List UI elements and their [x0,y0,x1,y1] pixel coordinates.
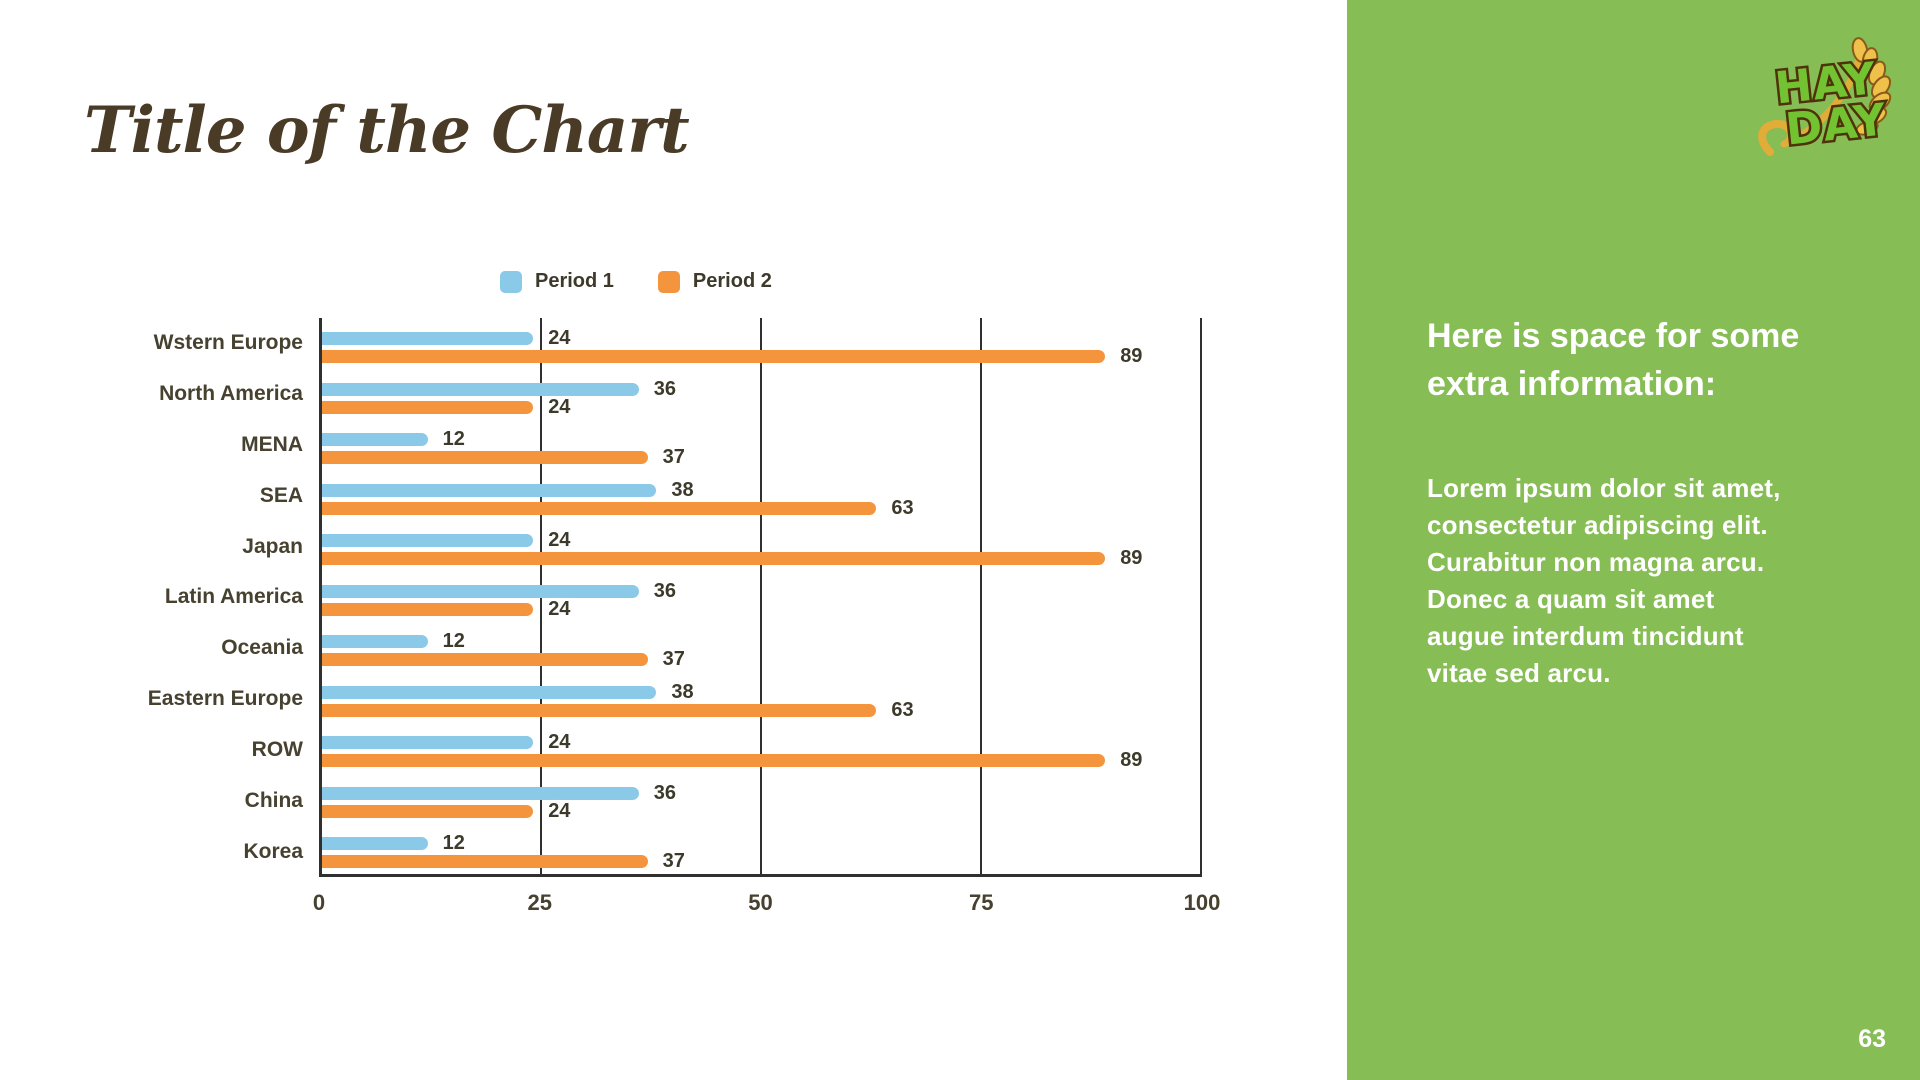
value-label: 89 [1120,345,1143,367]
value-label: 24 [548,529,571,552]
value-label: 12 [442,428,465,451]
bar-period-2 [322,703,877,717]
chart-row: 24 89 [322,318,1202,369]
bar-period-2 [322,855,648,869]
chart-row: 24 89 [322,520,1202,571]
bar-period-2 [322,653,648,667]
legend-item: Period 1 [500,270,614,293]
category-label: China [244,788,303,812]
chart-row: 36 24 [322,773,1202,824]
value-label: 24 [548,395,571,418]
bar-period-2 [322,350,1106,363]
legend-label: Period 1 [535,270,614,292]
value-label: 24 [548,327,571,349]
bar-period-1 [322,332,534,345]
bar-period-2 [322,451,648,465]
category-label: Japan [242,534,303,558]
bar-period-1 [322,534,534,548]
value-label: 36 [653,781,677,804]
category-label: North America [159,382,303,406]
value-label: 37 [662,648,685,671]
sidebar-heading: Here is space for some extra information… [1427,317,1800,403]
category-label: Latin America [164,585,303,609]
bar-period-1 [322,837,428,851]
x-tick-label: 25 [527,890,552,915]
x-tick-label: 75 [969,890,994,915]
x-tick-label: 100 [1183,890,1221,915]
bar-period-1 [322,483,657,497]
bar-period-1 [322,584,639,598]
bar-chart: Period 1 Period 2 Wstern Europe North Amer… [100,270,1221,930]
category-label: Wstern Europe [153,331,303,355]
value-label: 38 [671,680,694,703]
page-title: Title of the Chart [84,92,690,168]
bar-period-1 [322,635,428,649]
bar-period-1 [322,736,534,750]
value-label: 89 [1120,547,1143,570]
bar-period-2 [322,400,534,414]
chart-row: 38 63 [322,470,1202,521]
chart-area: Wstern Europe North America MENA SEA Japan La… [100,318,1202,877]
bar-period-2 [322,501,877,515]
plot-area: 24 89 36 24 12 37 38 63 24 89 36 24 12 37 38 63 24 89 36 24… [319,318,1202,877]
bar-period-2 [322,754,1106,768]
value-label: 37 [662,850,685,873]
category-label: ROW [251,737,303,761]
bar-period-1 [322,786,639,800]
logo-line2: DAY [1783,94,1889,155]
chart-row: 12 37 [322,621,1202,672]
sidebar: HAY DAY Here is space for some extra inf… [1347,0,1920,1080]
chart-row: 36 24 [322,369,1202,420]
chart-row: 12 37 [322,419,1202,470]
legend-item: Period 2 [657,270,772,293]
bar-period-1 [322,433,428,447]
bar-period-1 [322,382,639,396]
hayday-logo: HAY DAY [1758,37,1892,158]
chart-row: 24 89 [322,722,1202,773]
value-label: 36 [653,579,677,602]
value-label: 24 [548,799,571,822]
bar-period-1 [322,685,657,699]
value-label: 24 [548,731,571,754]
value-label: 63 [891,496,914,519]
wheat-icon [1758,37,1892,156]
y-axis-labels: Wstern Europe North America MENA SEA Japan La… [100,318,319,877]
value-label: 38 [671,478,694,501]
value-label: 12 [442,832,465,855]
legend-label: Period 2 [692,270,772,292]
category-label: Korea [243,839,303,863]
gridline [1200,318,1202,874]
chart-row: 38 63 [322,672,1202,723]
value-label: 63 [891,698,914,721]
sidebar-body-text: Lorem ipsum dolor sit amet, consectetur … [1427,473,1781,688]
x-tick-label: 0 [312,890,326,915]
value-label: 37 [662,446,685,469]
x-axis: 0 25 50 75 100 [313,890,1220,922]
category-label: Eastern Europe [147,687,303,711]
chart-row: 36 24 [322,571,1202,622]
gridline [760,318,762,874]
gridline [980,318,982,874]
page-number: 63 [1858,1025,1886,1053]
x-tick-label: 50 [748,890,773,915]
category-label: Oceania [221,636,303,660]
legend-swatch [657,270,680,293]
legend: Period 1 Period 2 [500,270,772,293]
value-label: 24 [548,597,571,620]
value-label: 36 [653,377,677,400]
bar-period-2 [322,552,1106,566]
value-label: 89 [1120,749,1143,772]
legend-swatch [500,270,522,293]
category-label: SEA [259,483,303,507]
value-label: 12 [442,630,465,653]
bar-period-2 [322,602,534,616]
chart-row: 12 37 [322,823,1202,874]
category-label: MENA [241,433,303,457]
bar-period-2 [322,804,534,818]
